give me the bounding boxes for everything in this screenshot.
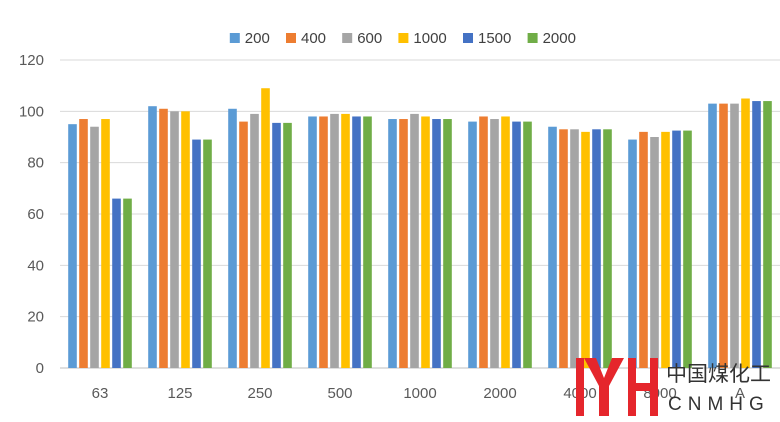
legend-label-1000: 1000	[413, 30, 446, 47]
y-tick-label: 120	[19, 52, 44, 69]
bar-1000-125	[181, 111, 190, 368]
bar-2000-A	[763, 101, 772, 368]
bar-1000-2000	[501, 116, 510, 368]
bar-2000-500	[363, 116, 372, 368]
bar-200-4000	[548, 126, 557, 368]
bar-600-125	[170, 111, 179, 368]
legend-label-2000: 2000	[543, 30, 576, 47]
bar-200-125	[148, 106, 157, 368]
x-tick-label: 1000	[403, 385, 436, 402]
bar-400-8000	[639, 131, 648, 368]
bar-400-2000	[479, 116, 488, 368]
legend-label-200: 200	[245, 30, 270, 47]
watermark-name-en: CNMHG	[668, 394, 770, 415]
bar-1000-A	[741, 98, 750, 368]
x-tick-label: 250	[247, 385, 272, 402]
bar-1000-500	[341, 113, 350, 369]
y-tick-label: 20	[27, 309, 44, 326]
bar-400-250	[239, 121, 248, 368]
bar-200-500	[308, 116, 317, 368]
bar-2000-2000	[523, 121, 532, 368]
x-tick-label: 63	[92, 385, 109, 402]
y-tick-label: 80	[27, 155, 44, 172]
bar-1000-1000	[421, 116, 430, 368]
bar-600-250	[250, 113, 259, 369]
x-tick-label: A	[735, 385, 745, 402]
gridlines	[60, 59, 780, 369]
bar-1500-500	[352, 116, 361, 368]
bar-600-1000	[410, 113, 419, 369]
y-tick-label: 60	[27, 206, 44, 223]
bar-1500-63	[112, 198, 121, 368]
bar-2000-125	[203, 139, 212, 368]
bar-1500-A	[752, 101, 761, 368]
bar-1500-250	[272, 122, 281, 368]
bar-1000-250	[261, 88, 270, 368]
bar-1500-4000	[592, 129, 601, 368]
bar-2000-4000	[603, 129, 612, 368]
bar-1000-63	[101, 119, 110, 368]
watermark: 中国煤化工 CNMHG	[576, 358, 771, 416]
bars	[68, 88, 772, 369]
x-axis: 631252505001000200040008000A	[92, 385, 745, 402]
bar-1500-2000	[512, 121, 521, 368]
bar-400-1000	[399, 119, 408, 368]
bar-2000-1000	[443, 119, 452, 368]
y-tick-label: 100	[19, 103, 44, 120]
bar-200-A	[708, 103, 717, 368]
bar-600-2000	[490, 119, 499, 368]
watermark-logo	[576, 358, 658, 416]
bar-1500-8000	[672, 130, 681, 368]
bar-600-500	[330, 113, 339, 369]
bar-1000-4000	[581, 131, 590, 368]
y-tick-label: 40	[27, 257, 44, 274]
bar-400-63	[79, 119, 88, 368]
legend-swatch-1500	[463, 33, 473, 43]
legend-swatch-600	[342, 33, 353, 43]
legend: 200 400 600 1000 1500 2000	[229, 30, 576, 47]
bar-600-A	[730, 103, 739, 368]
bar-1000-8000	[661, 131, 670, 368]
x-tick-label: 125	[167, 385, 192, 402]
bar-2000-8000	[683, 130, 692, 368]
x-tick-label: 500	[327, 385, 352, 402]
y-tick-label: 0	[36, 360, 44, 377]
bar-1500-125	[192, 139, 201, 368]
bar-600-63	[90, 126, 99, 368]
bar-400-A	[719, 103, 728, 368]
bar-200-2000	[468, 121, 477, 368]
bar-400-500	[319, 116, 328, 368]
bar-600-8000	[650, 137, 659, 368]
legend-label-400: 400	[301, 30, 326, 47]
legend-swatch-2000	[527, 33, 538, 43]
bar-1500-1000	[432, 119, 441, 368]
legend-label-600: 600	[357, 30, 382, 47]
bar-200-63	[68, 124, 77, 368]
bar-2000-250	[283, 122, 292, 368]
bar-200-8000	[628, 139, 637, 368]
bar-200-250	[228, 108, 237, 369]
bar-400-125	[159, 108, 168, 369]
bar-200-1000	[388, 119, 397, 368]
legend-swatch-1000	[398, 33, 409, 43]
y-axis: 0 20 40 60 80 100 120	[19, 52, 44, 377]
x-tick-label: 2000	[483, 385, 516, 402]
legend-swatch-200	[229, 33, 240, 43]
bar-400-4000	[559, 129, 568, 368]
watermark-name-cn: 中国煤化工	[666, 362, 771, 386]
bar-600-4000	[570, 129, 579, 368]
legend-swatch-400	[286, 33, 296, 43]
legend-label-1500: 1500	[478, 30, 511, 47]
bar-2000-63	[123, 198, 132, 368]
